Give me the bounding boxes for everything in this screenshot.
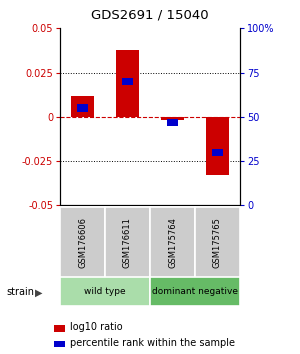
Text: GSM175765: GSM175765 <box>213 217 222 268</box>
Text: GDS2691 / 15040: GDS2691 / 15040 <box>91 9 209 22</box>
Text: ▶: ▶ <box>35 287 43 297</box>
Text: log10 ratio: log10 ratio <box>70 322 123 332</box>
Text: percentile rank within the sample: percentile rank within the sample <box>70 338 236 348</box>
Bar <box>122 78 133 85</box>
Bar <box>161 117 184 120</box>
Bar <box>150 277 240 306</box>
Bar <box>77 104 88 112</box>
Bar <box>105 207 150 278</box>
Text: dominant negative: dominant negative <box>152 287 238 296</box>
Bar <box>195 207 240 278</box>
Bar <box>212 149 223 156</box>
Bar <box>60 277 150 306</box>
Text: GSM176611: GSM176611 <box>123 217 132 268</box>
Bar <box>206 117 229 175</box>
Bar <box>167 119 178 126</box>
Bar <box>60 207 105 278</box>
Bar <box>71 96 94 117</box>
Text: strain: strain <box>6 287 34 297</box>
Text: wild type: wild type <box>84 287 126 296</box>
Text: GSM175764: GSM175764 <box>168 217 177 268</box>
Bar <box>116 50 139 117</box>
Bar <box>150 207 195 278</box>
Text: GSM176606: GSM176606 <box>78 217 87 268</box>
